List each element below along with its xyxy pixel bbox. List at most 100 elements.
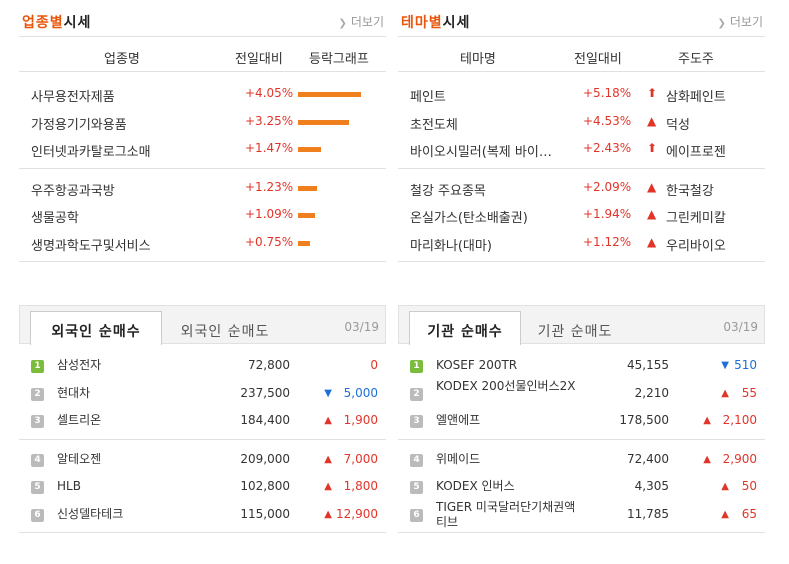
rank-row[interactable]: 4 위메이드 72,400 ▲ 2,900 <box>398 446 765 474</box>
tab-foreign-sell[interactable]: 외국인 순매도 <box>180 324 270 340</box>
up-arrow-icon: ▲ <box>647 207 657 221</box>
industry-row[interactable]: 우주항공과국방 +1.23% <box>19 174 386 202</box>
industry-row[interactable]: 사무용전자제품 +4.05% <box>19 80 386 108</box>
change-amount: 2,900 <box>722 451 757 466</box>
change-amount: 1,900 <box>343 413 378 427</box>
stock-name[interactable]: 신성델타테크 <box>57 506 124 521</box>
up-arrow-icon: ▲ <box>721 508 729 520</box>
rank-badge: 4 <box>31 453 44 467</box>
up-arrow-icon: ▲ <box>721 387 729 399</box>
industry-name[interactable]: 가정용기기와용품 <box>31 117 127 133</box>
leader-stock[interactable]: 그린케미칼 <box>666 211 726 226</box>
stock-name[interactable]: 엘앤에프 <box>436 413 481 427</box>
change-amount: 1,800 <box>343 479 378 493</box>
stock-name[interactable]: 위메이드 <box>436 451 481 466</box>
change-bar <box>298 147 321 152</box>
change-amount: 5,000 <box>343 385 378 400</box>
rank-badge: 2 <box>31 387 44 401</box>
leader-stock[interactable]: 한국철강 <box>666 183 714 199</box>
stock-name[interactable]: 셀트리온 <box>57 413 102 427</box>
rank-row[interactable]: 1 KOSEF 200TR 45,155 ▼ 510 <box>398 352 765 380</box>
stock-name[interactable]: KODEX 인버스 <box>436 479 515 493</box>
up-arrow-icon: ▲ <box>324 415 332 426</box>
date-label: 03/19 <box>344 320 379 334</box>
up-arrow-icon: ▲ <box>324 508 332 520</box>
industry-group: 사무용전자제품 +4.05% 가정용기기와용품 +3.25% 인터넷과카탈로그소매 +1.… <box>19 80 386 169</box>
change-rate: +4.53% <box>583 113 632 128</box>
more-link[interactable]: ❯ 더보기 <box>338 15 384 29</box>
stock-price: 4,305 <box>634 479 669 493</box>
stock-name[interactable]: TIGER 미국달러단기채권액티브 <box>436 499 576 529</box>
rank-row[interactable]: 2 현대차 237,500 ▼ 5,000 <box>19 380 386 408</box>
change-amount: 0 <box>370 358 378 372</box>
more-link[interactable]: ❯ 더보기 <box>717 15 763 29</box>
industry-name[interactable]: 인터넷과카탈로그소매 <box>31 145 151 160</box>
rank-row[interactable]: 5 HLB 102,800 ▲ 1,800 <box>19 473 386 501</box>
stock-name[interactable]: 알테오젠 <box>57 451 102 466</box>
rank-group: 4 위메이드 72,400 ▲ 2,900 5 KODEX 인버스 4,305 ▲ 50 6 TIGE… <box>398 446 765 533</box>
stock-name[interactable]: KOSEF 200TR <box>436 358 518 372</box>
change-amount: 510 <box>734 358 757 372</box>
tab-institution-sell[interactable]: 기관 순매도 <box>537 324 613 340</box>
industry-row[interactable]: 가정용기기와용품 +3.25% <box>19 108 386 136</box>
stock-price: 237,500 <box>240 385 290 400</box>
theme-name[interactable]: 온실가스(탄소배출권) <box>410 211 528 226</box>
theme-row[interactable]: 바이오시밀러(복제 바이오... +2.43% ⬆ 에이프로젠 <box>398 135 765 163</box>
tab-bar: 외국인 순매수 외국인 순매도 03/19 <box>19 305 386 345</box>
rank-badge: 6 <box>31 508 44 522</box>
theme-row[interactable]: 페인트 +5.18% ⬆ 삼화페인트 <box>398 80 765 108</box>
industry-panel: 업종별시세 ❯ 더보기 업종명 전일대비 등락그래프 사무용전자제품 +4.05% 가… <box>19 0 386 262</box>
up-arrow-icon: ▲ <box>647 113 657 128</box>
change-amount: 7,000 <box>343 451 378 466</box>
theme-name[interactable]: 바이오시밀러(복제 바이오... <box>410 145 558 160</box>
theme-name[interactable]: 마리화나(대마) <box>410 238 492 254</box>
up-arrow-icon: ▲ <box>324 481 332 492</box>
stock-name[interactable]: 현대차 <box>57 385 91 400</box>
change-rate: +1.47% <box>245 141 294 155</box>
change-bar <box>298 185 317 191</box>
industry-row[interactable]: 생물공학 +1.09% <box>19 201 386 229</box>
industry-name[interactable]: 생물공학 <box>31 211 79 226</box>
industry-name[interactable]: 생명과학도구및서비스 <box>31 238 151 254</box>
tab-foreign-buy[interactable]: 외국인 순매수 <box>30 311 162 345</box>
theme-name[interactable]: 페인트 <box>410 90 446 105</box>
rank-row[interactable]: 1 삼성전자 72,800 0 <box>19 352 386 380</box>
change-rate: +2.43% <box>583 141 632 155</box>
theme-name[interactable]: 초전도체 <box>410 117 458 133</box>
industry-name[interactable]: 우주항공과국방 <box>31 183 115 199</box>
up-arrow-icon: ▲ <box>703 415 711 426</box>
stock-name[interactable]: 삼성전자 <box>57 358 102 372</box>
leader-stock[interactable]: 삼화페인트 <box>666 90 726 105</box>
industry-row[interactable]: 인터넷과카탈로그소매 +1.47% <box>19 135 386 163</box>
theme-header: 테마별시세 ❯ 더보기 <box>398 0 765 37</box>
leader-stock[interactable]: 우리바이오 <box>666 238 726 254</box>
industry-name[interactable]: 사무용전자제품 <box>31 90 115 105</box>
up-arrow-icon: ▲ <box>647 234 657 249</box>
leader-stock[interactable]: 덕성 <box>666 117 690 133</box>
change-amount: 55 <box>741 385 757 400</box>
industry-title: 업종별시세 <box>22 15 92 31</box>
leader-stock[interactable]: 에이프로젠 <box>666 145 726 160</box>
stock-name[interactable]: KODEX 200선물인버스2X <box>436 378 576 393</box>
column-header: 테마명 전일대비 주도주 <box>398 37 765 72</box>
change-rate: +1.23% <box>245 179 294 194</box>
rank-row[interactable]: 5 KODEX 인버스 4,305 ▲ 50 <box>398 473 765 501</box>
rank-row[interactable]: 6 신성델타테크 115,000 ▲ 12,900 <box>19 501 386 529</box>
rank-row[interactable]: 3 셀트리온 184,400 ▲ 1,900 <box>19 407 386 435</box>
rank-row[interactable]: 2 KODEX 200선물인버스2X 2,210 ▲ 55 <box>398 378 765 408</box>
stock-name[interactable]: HLB <box>57 479 81 493</box>
theme-row[interactable]: 초전도체 +4.53% ▲ 덕성 <box>398 108 765 136</box>
rank-group: 1 삼성전자 72,800 0 2 현대차 237,500 ▼ 5,000 3 셀트리온 184,40… <box>19 352 386 440</box>
industry-row[interactable]: 생명과학도구및서비스 +0.75% <box>19 229 386 257</box>
theme-row[interactable]: 마리화나(대마) +1.12% ▲ 우리바이오 <box>398 229 765 257</box>
tab-institution-buy[interactable]: 기관 순매수 <box>409 311 521 345</box>
change-rate: +5.18% <box>583 86 632 100</box>
theme-title: 테마별시세 <box>401 15 471 31</box>
rank-row[interactable]: 3 엘앤에프 178,500 ▲ 2,100 <box>398 407 765 435</box>
theme-name[interactable]: 철강 주요종목 <box>410 183 486 199</box>
rank-row[interactable]: 6 TIGER 미국달러단기채권액티브 11,785 ▲ 65 <box>398 499 765 529</box>
theme-row[interactable]: 온실가스(탄소배출권) +1.94% ▲ 그린케미칼 <box>398 201 765 229</box>
change-bar <box>298 240 310 246</box>
theme-row[interactable]: 철강 주요종목 +2.09% ▲ 한국철강 <box>398 174 765 202</box>
rank-row[interactable]: 4 알테오젠 209,000 ▲ 7,000 <box>19 446 386 474</box>
